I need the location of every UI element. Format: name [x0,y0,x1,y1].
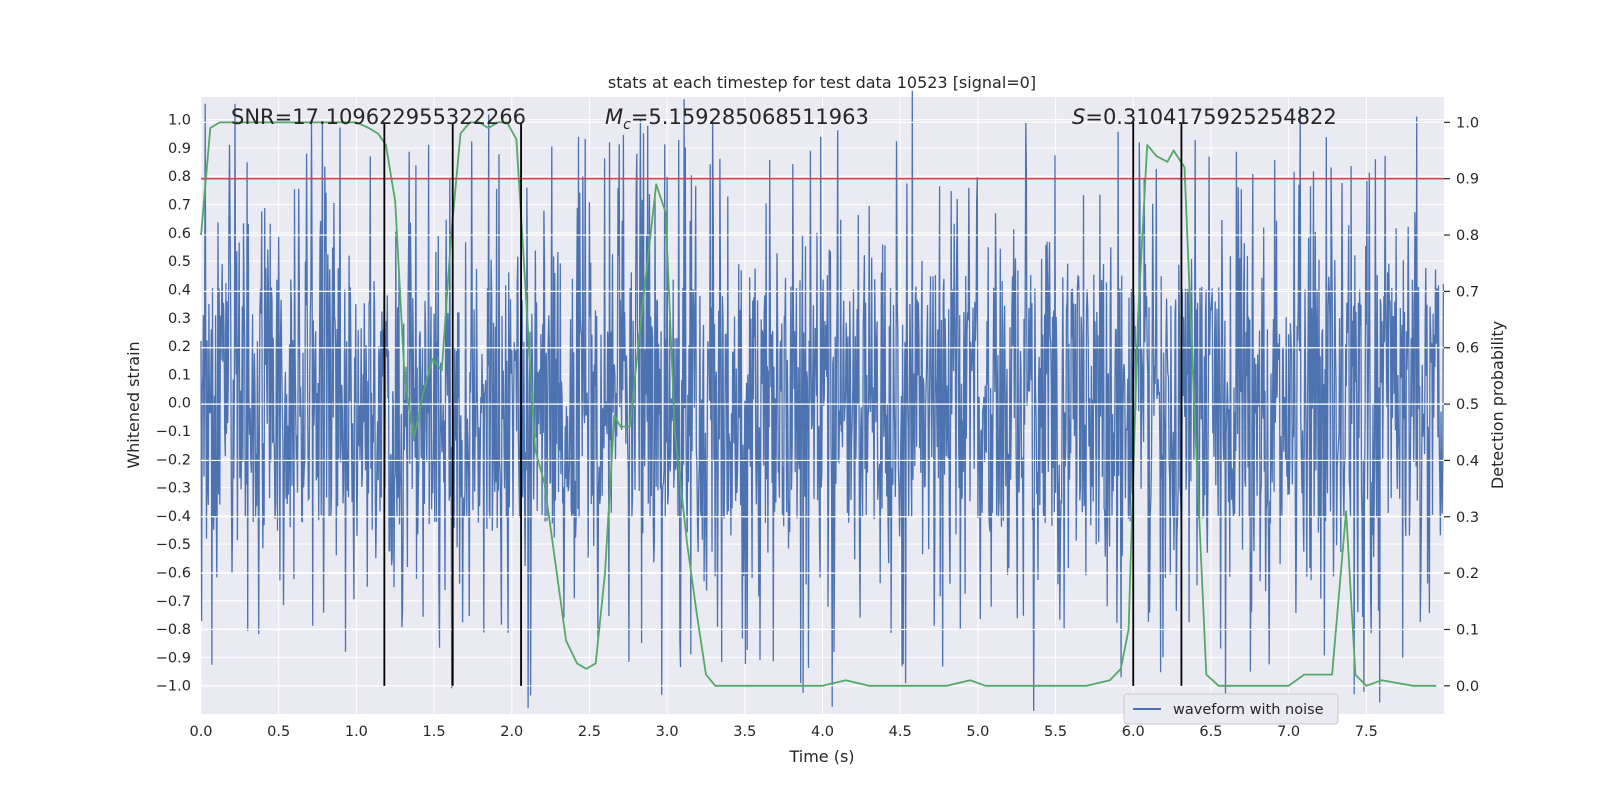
x-tick-label: 6.0 [1122,724,1145,740]
y-left-tick-label: 0.6 [168,226,191,242]
chart-title: stats at each timestep for test data 105… [608,73,1036,92]
x-tick-label: 1.0 [345,724,368,740]
y-left-tick-label: 0.9 [168,141,191,157]
x-tick-label: 5.5 [1044,724,1067,740]
x-tick-label: 1.5 [423,724,446,740]
y-left-tick-label: 0.2 [168,339,191,355]
y-right-tick-label: 0.1 [1456,622,1479,638]
s-symbol: S [1072,105,1085,129]
chirp-mass-annotation: Mc=5.159285068511963 [605,105,869,133]
y-left-tick-label: 0.7 [168,198,191,214]
event-lines [383,122,1183,686]
s-annotation: S=0.3104175925254822 [1072,105,1337,129]
x-tick-label: 2.5 [578,724,601,740]
y-left-tick-label: 0.4 [168,282,191,298]
y-right-tick-label: 1.0 [1456,115,1479,131]
y-left-tick-label: −1.0 [156,679,191,695]
y-left-tick-label: −0.4 [156,509,191,525]
y-left-tick-label: −0.2 [156,452,191,468]
s-value: =0.3104175925254822 [1085,105,1336,129]
legend: waveform with noise [1123,693,1339,725]
x-axis-label: Time (s) [788,747,854,766]
x-tick-label: 0.0 [189,724,212,740]
chirp-mass-subscript: c [623,117,631,133]
y-right-tick-label: 0.4 [1456,453,1479,469]
x-tick-label: 5.0 [966,724,989,740]
y-left-tick-label: −0.5 [156,537,191,553]
detection-probability-line [200,121,1437,687]
y-right-tick-label: 0.9 [1456,172,1479,188]
y-right-tick-label: 0.7 [1456,284,1479,300]
y-left-tick-label: −0.9 [156,650,191,666]
y-axis-left-label: Whitened strain [124,341,143,468]
y-left-tick-label: 0.1 [168,367,191,383]
y-left-tick-label: −0.3 [156,481,191,497]
legend-box [1123,693,1339,725]
y-left-tick-label: −0.6 [156,565,191,581]
y-right-tick-label: 0.2 [1456,566,1479,582]
y-left-tick-label: 0.8 [168,169,191,185]
x-tick-label: 0.5 [267,724,290,740]
chirp-mass-value: =5.159285068511963 [631,105,869,129]
y-right-tick-label: 0.0 [1456,679,1479,695]
y-left-tick-label: 0.3 [168,311,191,327]
x-tick-label: 4.5 [889,724,912,740]
x-tick-label: 6.5 [1199,724,1222,740]
chirp-mass-symbol: M [605,105,623,129]
y-axis-right-label: Detection probability [1488,321,1507,489]
y-left-tick-label: 0.0 [168,396,191,412]
x-tick-label: 7.5 [1355,724,1378,740]
y-right-tick-label: 0.6 [1456,341,1479,357]
legend-entry-waveform: waveform with noise [1173,702,1324,718]
waveform-series [200,90,1445,711]
snr-annotation: SNR=17.109622955322266 [231,105,526,129]
y-right-tick-label: 0.5 [1456,397,1479,413]
detection-probability-series [200,121,1437,687]
y-left-tick-label: 0.5 [168,254,191,270]
right-axis-grid [201,121,1444,687]
y-left-tick-label: 1.0 [168,113,191,129]
y-left-tick-label: −0.7 [156,594,191,610]
x-tick-label: 3.5 [733,724,756,740]
x-tick-label: 2.0 [500,724,523,740]
y-right-tick-label: 0.3 [1456,510,1479,526]
waveform-line [200,90,1445,711]
x-tick-label: 4.0 [811,724,834,740]
axis-ticks: 0.0 0.5 1.0 1.5 2.0 2.5 3.0 3.5 4.0 4.5 5.0 5.5 6.0 6… [156,113,1479,740]
x-tick-label: 7.0 [1277,724,1300,740]
y-right-tick-label: 0.8 [1456,228,1479,244]
x-tick-label: 3.0 [656,724,679,740]
y-left-tick-label: −0.1 [156,424,191,440]
y-left-tick-label: −0.8 [156,622,191,638]
